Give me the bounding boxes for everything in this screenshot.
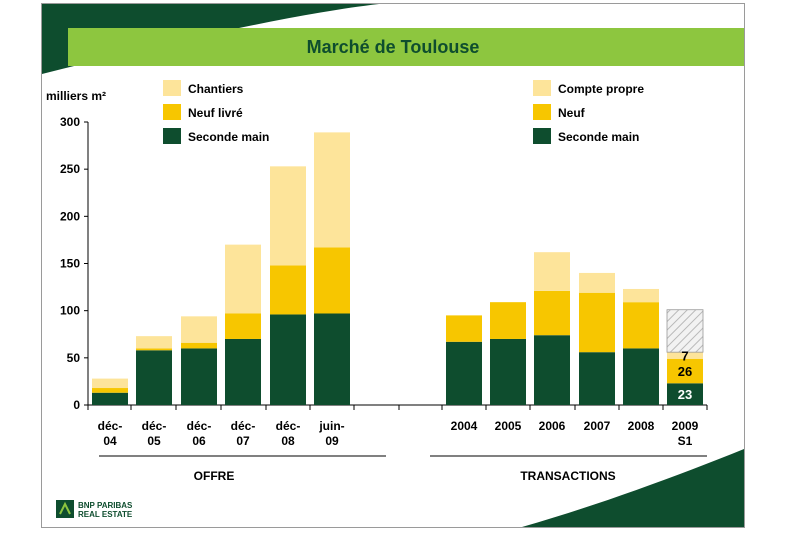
logo-mark-icon: BNP PARIBAS REAL ESTATE	[56, 500, 133, 519]
y-tick-label: 200	[60, 209, 80, 223]
offre-bar	[225, 244, 261, 314]
transactions-bar	[579, 292, 615, 353]
offre-legend-swatch	[163, 80, 181, 96]
legend-offre: Chantiers Neuf livré Seconde main	[163, 80, 269, 144]
offre-category-label: 08	[281, 434, 295, 448]
transactions-legend-label: Compte propre	[558, 82, 644, 96]
offre-category-label: 05	[147, 434, 161, 448]
y-axis: milliers m² 0 50 100 150 200 250 300	[46, 89, 708, 412]
transactions-bar	[667, 383, 703, 405]
y-tick-label: 300	[60, 115, 80, 129]
y-tick-label: 150	[60, 257, 80, 271]
transactions-category-label: 2007	[584, 419, 611, 433]
transactions-bar	[667, 352, 703, 359]
transactions-category-label: S1	[678, 434, 693, 448]
transactions-legend-swatch	[533, 104, 551, 120]
transactions-data-label: 23	[678, 387, 692, 402]
offre-legend-swatch	[163, 128, 181, 144]
offre-category-label: 04	[103, 434, 117, 448]
transactions-legend-label: Seconde main	[558, 130, 639, 144]
category-labels: déc-04déc-05déc-06déc-07déc-08juin-09200…	[98, 419, 707, 483]
slide-frame: Marché de Toulouse Chantiers Neuf livré Se…	[41, 3, 745, 528]
offre-category-label: déc-	[276, 419, 301, 433]
offre-group-label: OFFRE	[194, 469, 235, 483]
chart-canvas: Marché de Toulouse Chantiers Neuf livré Se…	[42, 4, 744, 527]
corner-swoosh-bottom	[522, 449, 744, 527]
offre-bar	[314, 247, 350, 314]
offre-category-label: déc-	[98, 419, 123, 433]
transactions-group-label: TRANSACTIONS	[520, 469, 615, 483]
transactions-bar	[623, 302, 659, 349]
y-tick-label: 0	[73, 398, 80, 412]
transactions-bar	[446, 315, 482, 342]
offre-legend-label: Neuf livré	[188, 106, 243, 120]
transactions-bar	[534, 252, 570, 291]
offre-bar	[270, 265, 306, 315]
offre-bar	[181, 348, 217, 405]
offre-bar	[270, 314, 306, 405]
transactions-bar	[534, 335, 570, 405]
transactions-category-label: 2004	[451, 419, 478, 433]
offre-bar	[181, 316, 217, 343]
offre-category-label: 07	[236, 434, 250, 448]
offre-category-label: déc-	[142, 419, 167, 433]
offre-bar	[225, 338, 261, 405]
offre-bar	[314, 132, 350, 248]
transactions-legend-swatch	[533, 128, 551, 144]
offre-bar	[136, 336, 172, 349]
transactions-bar	[623, 348, 659, 405]
transactions-bar	[623, 288, 659, 303]
transactions-bar	[534, 290, 570, 336]
offre-category-label: 09	[325, 434, 339, 448]
transactions-bar	[579, 272, 615, 293]
offre-bar	[181, 342, 217, 349]
corner-swoosh-top	[42, 4, 379, 74]
offre-bar	[136, 350, 172, 405]
offre-bar	[136, 348, 172, 351]
bars: 23 267	[92, 132, 704, 405]
y-tick-label: 250	[60, 162, 80, 176]
transactions-bar-estimate	[666, 309, 704, 353]
transactions-legend-label: Neuf	[558, 106, 586, 120]
logo-line2: REAL ESTATE	[78, 510, 133, 519]
offre-bar	[314, 313, 350, 405]
offre-bar	[92, 392, 128, 405]
offre-bar	[270, 166, 306, 266]
logo-line1: BNP PARIBAS	[78, 501, 133, 510]
offre-legend-label: Seconde main	[188, 130, 269, 144]
transactions-category-label: 2005	[495, 419, 522, 433]
transactions-category-label: 2009	[672, 419, 699, 433]
offre-category-label: juin-	[318, 419, 344, 433]
transactions-legend-swatch	[533, 80, 551, 96]
title-banner	[68, 28, 744, 66]
y-tick-label: 50	[67, 351, 81, 365]
transactions-bar	[490, 338, 526, 405]
bnp-logo: BNP PARIBAS REAL ESTATE	[56, 498, 176, 520]
transactions-bar	[667, 358, 703, 384]
transactions-bar	[446, 341, 482, 405]
offre-category-label: déc-	[187, 419, 212, 433]
transactions-bar	[579, 352, 615, 405]
transactions-data-label: 7	[681, 348, 688, 363]
legend-transactions: Compte propre Neuf Seconde main	[533, 80, 644, 144]
offre-category-label: déc-	[231, 419, 256, 433]
chart-title: Marché de Toulouse	[307, 37, 480, 57]
offre-legend-label: Chantiers	[188, 82, 244, 96]
offre-bar	[92, 388, 128, 393]
y-axis-title: milliers m²	[46, 89, 106, 103]
offre-legend-swatch	[163, 104, 181, 120]
transactions-category-label: 2006	[539, 419, 566, 433]
y-tick-label: 100	[60, 304, 80, 318]
transactions-category-label: 2008	[628, 419, 655, 433]
offre-category-label: 06	[192, 434, 206, 448]
offre-bar	[92, 378, 128, 389]
transactions-data-label: 26	[678, 364, 692, 379]
transactions-bar	[490, 302, 526, 339]
offre-bar	[225, 313, 261, 339]
